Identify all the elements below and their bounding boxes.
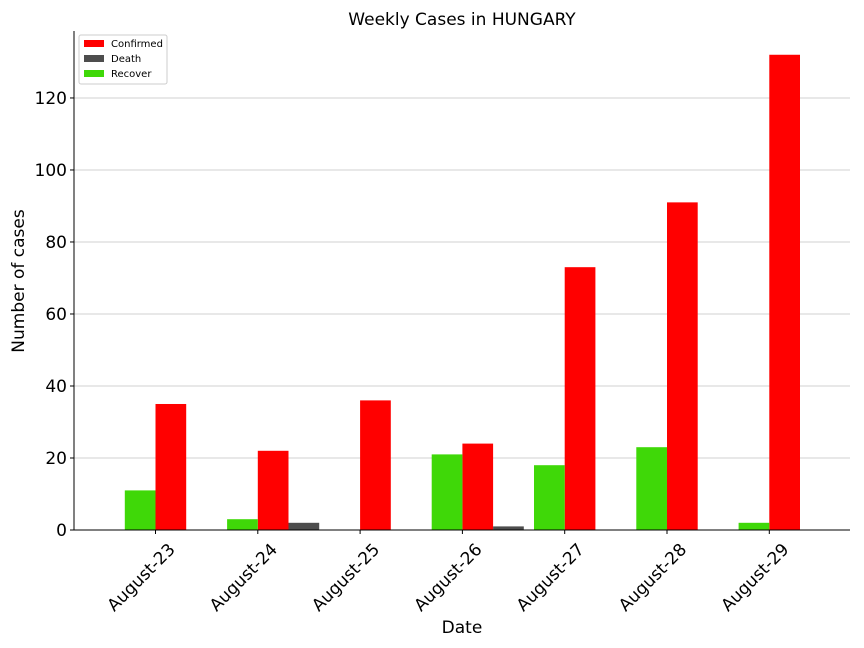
bar-recover-august-26 xyxy=(431,454,463,530)
legend-label-confirmed: Confirmed xyxy=(111,39,163,50)
y-tick-label: 20 xyxy=(45,449,67,469)
x-tick-label: August-29 xyxy=(717,540,793,616)
legend-label-recover: Recover xyxy=(111,69,152,80)
chart-title: Weekly Cases in HUNGARY xyxy=(348,10,576,30)
y-axis-label: Number of cases xyxy=(9,209,29,353)
bar-confirmed-august-29 xyxy=(769,54,800,531)
bar-recover-august-24 xyxy=(227,519,258,530)
bars xyxy=(124,54,800,531)
x-tick-label: August-28 xyxy=(615,540,691,616)
x-axis-label: Date xyxy=(442,618,483,638)
x-ticks: August-23 August-24 August-25 August-26 Augu… xyxy=(104,530,793,616)
y-ticks: 0 20 40 60 80 100 120 xyxy=(35,89,74,541)
legend-swatch-recover xyxy=(84,70,104,77)
y-tick-label: 120 xyxy=(35,89,67,109)
grid-lines xyxy=(74,97,850,459)
y-tick-label: 0 xyxy=(56,521,67,541)
y-tick-label: 100 xyxy=(35,161,67,181)
x-tick-label: August-23 xyxy=(104,540,180,616)
legend-label-death: Death xyxy=(111,54,141,65)
bar-death-august-26 xyxy=(493,526,524,530)
x-tick-label: August-26 xyxy=(411,540,487,616)
x-tick-label: August-27 xyxy=(513,540,589,616)
bar-recover-august-27 xyxy=(534,465,565,530)
bar-recover-august-28 xyxy=(636,447,667,530)
bar-confirmed-august-27 xyxy=(564,267,596,530)
bar-confirmed-august-23 xyxy=(155,403,187,530)
bar-recover-august-29 xyxy=(738,522,770,530)
legend-swatch-confirmed xyxy=(84,40,104,47)
bar-death-august-24 xyxy=(288,522,320,530)
y-tick-label: 40 xyxy=(45,377,67,397)
legend-swatch-death xyxy=(84,55,104,62)
bar-recover-august-23 xyxy=(124,490,156,530)
legend: Confirmed Death Recover xyxy=(78,34,168,85)
x-tick-label: August-25 xyxy=(308,540,384,616)
x-tick-label: August-24 xyxy=(206,540,282,616)
bar-confirmed-august-28 xyxy=(667,202,698,531)
bar-confirmed-august-24 xyxy=(257,450,289,530)
y-tick-label: 80 xyxy=(45,233,67,253)
bar-confirmed-august-26 xyxy=(462,443,494,530)
y-tick-label: 60 xyxy=(45,305,67,325)
bar-confirmed-august-25 xyxy=(360,400,391,530)
